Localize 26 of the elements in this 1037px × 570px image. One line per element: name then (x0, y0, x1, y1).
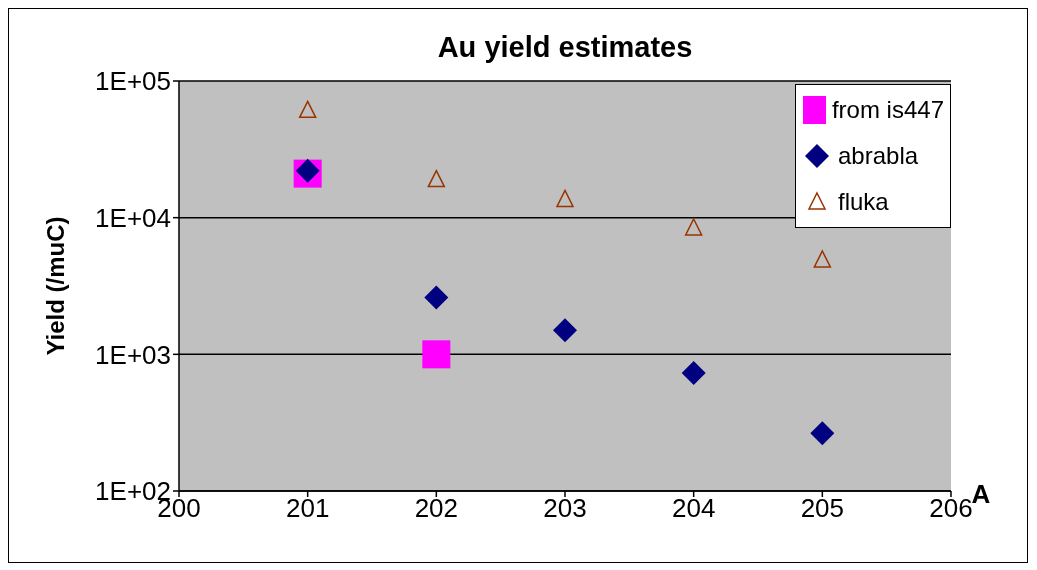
point (813, 250, 832, 268)
point (684, 218, 703, 236)
y-tick-label: 1E+03 (95, 339, 171, 370)
legend-label: fluka (838, 188, 889, 216)
point (810, 421, 835, 446)
x-tick-label: 206 (929, 493, 973, 524)
legend-label: abrabla (838, 142, 919, 170)
x-tick-label: 205 (800, 493, 845, 524)
x-tick-label: 202 (414, 493, 459, 524)
point (553, 318, 577, 343)
x-tick-label: 203 (543, 493, 587, 524)
legend-label: from is447 (831, 96, 944, 124)
point (424, 285, 449, 310)
point (681, 361, 706, 386)
y-axis-title: Yield (/muC) (42, 216, 69, 356)
point (298, 100, 317, 119)
y-tick-label: 1E+05 (95, 66, 171, 97)
chart-title: Au yield estimates (436, 31, 694, 64)
x-tick-label: 201 (285, 493, 330, 524)
point (556, 189, 574, 208)
point (422, 340, 451, 369)
point (295, 158, 320, 183)
point (427, 169, 446, 188)
x-tick-label: 204 (671, 493, 716, 524)
y-tick-label: 1E+04 (95, 202, 171, 233)
x-axis-title: A (971, 479, 991, 509)
